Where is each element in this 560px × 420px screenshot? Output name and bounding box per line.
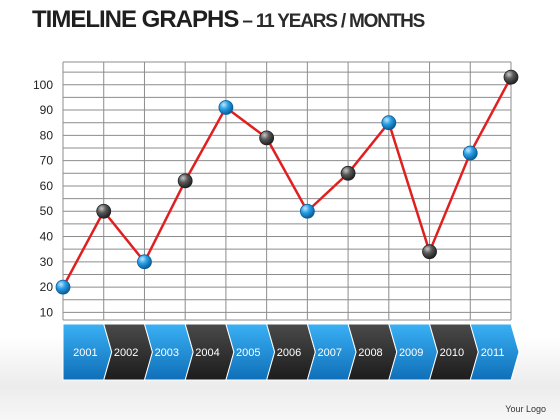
title-subtitle: – 11 YEARS / MONTHS xyxy=(238,11,425,32)
data-line-layer xyxy=(61,76,513,288)
y-tick-label: 80 xyxy=(40,128,54,142)
data-point xyxy=(299,203,315,219)
y-tick-label: 90 xyxy=(40,103,54,117)
y-axis-ticks: 10 20 30 40 50 60 70 80 90 100 xyxy=(33,78,53,320)
data-point xyxy=(218,100,234,115)
data-point xyxy=(55,279,71,295)
x-tick-label: 2009 xyxy=(399,347,423,359)
x-tick-label: 2004 xyxy=(195,347,219,359)
data-point xyxy=(96,203,112,219)
title-main: TIMELINE GRAPHS xyxy=(32,6,239,33)
y-tick-label: 10 xyxy=(40,305,54,319)
data-markers xyxy=(55,69,519,295)
data-point xyxy=(462,145,478,161)
y-tick-label: 60 xyxy=(40,179,54,193)
timeline-arrow xyxy=(469,323,520,381)
y-tick-label: 70 xyxy=(40,154,54,168)
data-point xyxy=(340,165,356,181)
x-tick-label: 2006 xyxy=(277,347,301,359)
x-tick-label: 2005 xyxy=(236,347,260,359)
x-tick-label: 2008 xyxy=(358,347,382,359)
timeline-arrows: 2001 2002 2003 2004 2005 2006 2007 2008 2009 2010… xyxy=(62,323,520,381)
y-tick-label: 20 xyxy=(40,280,54,294)
x-tick-label: 2003 xyxy=(155,347,179,359)
y-tick-label: 100 xyxy=(33,78,53,92)
logo-text: Your Logo xyxy=(505,404,546,414)
y-tick-label: 50 xyxy=(40,204,54,218)
y-tick-label: 30 xyxy=(40,255,54,269)
x-tick-label: 2007 xyxy=(317,347,341,359)
data-point xyxy=(177,173,193,189)
data-point xyxy=(503,69,519,85)
x-tick-label: 2010 xyxy=(440,347,464,359)
x-tick-label: 2002 xyxy=(114,347,138,359)
data-point xyxy=(422,244,437,260)
data-point xyxy=(259,130,275,146)
grid-lines xyxy=(62,61,512,321)
page-title: TIMELINE GRAPHS – 11 YEARS / MONTHS xyxy=(32,6,425,34)
y-tick-label: 40 xyxy=(40,230,54,244)
data-point xyxy=(137,254,152,270)
x-tick-label: 2001 xyxy=(73,347,97,359)
data-point xyxy=(381,115,397,131)
x-tick-label: 2011 xyxy=(481,347,505,359)
series-line xyxy=(61,76,513,288)
